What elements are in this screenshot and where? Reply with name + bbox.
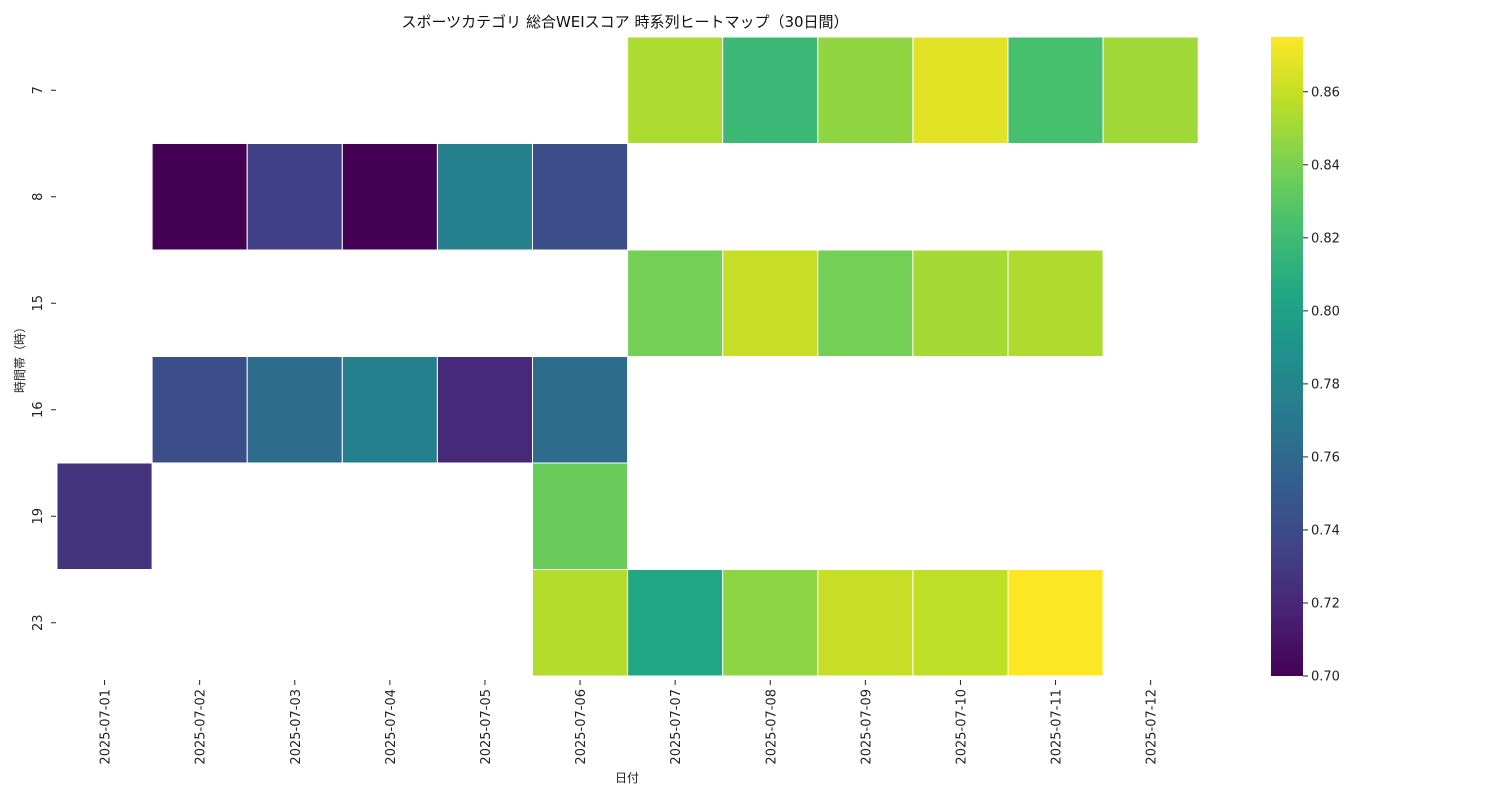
x-tick-label: 2025-07-03: [289, 689, 304, 765]
x-tick-label: 2025-07-07: [669, 689, 684, 765]
heatmap-cell: [341, 356, 438, 464]
heatmap-cell: [246, 356, 343, 464]
heatmap-cell: [817, 36, 914, 144]
y-tick-label: 19: [31, 508, 46, 525]
y-axis-ticks: 7 8 15 16 19 23: [31, 86, 56, 631]
x-tick-label: 2025-07-05: [479, 689, 494, 765]
heatmap-cell: [436, 143, 533, 251]
colorbar-tick-label: 0.76: [1311, 450, 1340, 465]
heatmap-cell: [1007, 569, 1104, 677]
heatmap-cell: [532, 143, 629, 251]
y-tick-label: 7: [31, 86, 46, 94]
y-tick-label: 15: [31, 295, 46, 312]
colorbar-tick-label: 0.84: [1311, 158, 1340, 173]
heatmap-cell: [56, 462, 153, 570]
colorbar-tick-label: 0.74: [1311, 523, 1340, 538]
x-tick-label: 2025-07-08: [764, 689, 779, 765]
y-tick-label: 8: [31, 193, 46, 201]
colorbar: [1271, 37, 1303, 676]
heatmap-cell: [151, 356, 248, 464]
heatmap-cells: [56, 36, 1199, 677]
x-tick-label: 2025-07-09: [859, 689, 874, 765]
y-axis-label: 時間帯（時）: [13, 321, 27, 393]
heatmap-cell: [532, 356, 629, 464]
x-tick-label: 2025-07-01: [99, 689, 114, 765]
heatmap-cell: [722, 36, 819, 144]
heatmap-cell: [912, 569, 1009, 677]
heatmap-cell: [912, 36, 1009, 144]
heatmap-cell: [246, 143, 343, 251]
x-tick-label: 2025-07-06: [574, 689, 589, 765]
x-tick-label: 2025-07-10: [954, 689, 969, 765]
heatmap-cell: [532, 462, 629, 570]
heatmap-cell: [722, 569, 819, 677]
heatmap-cell: [627, 36, 724, 144]
x-tick-label: 2025-07-04: [384, 689, 399, 765]
heatmap-cell: [1007, 249, 1104, 357]
x-tick-label: 2025-07-12: [1145, 689, 1160, 765]
colorbar-tick-label: 0.80: [1311, 304, 1340, 319]
colorbar-tick-label: 0.72: [1311, 596, 1340, 611]
heatmap-cell: [627, 249, 724, 357]
colorbar-tick-label: 0.86: [1311, 85, 1340, 100]
chart-title: スポーツカテゴリ 総合WEIスコア 時系列ヒートマップ（30日間）: [401, 13, 848, 31]
heatmap-cell: [1102, 36, 1199, 144]
heatmap-cell: [627, 569, 724, 677]
x-axis-ticks: 2025-07-01 2025-07-02 2025-07-03 2025-07-04…: [99, 680, 1160, 765]
heatmap-cell: [817, 569, 914, 677]
heatmap-cell: [341, 143, 438, 251]
colorbar-tick-label: 0.70: [1311, 670, 1340, 685]
heatmap-cell: [722, 249, 819, 357]
x-tick-label: 2025-07-11: [1050, 689, 1065, 765]
y-tick-label: 16: [31, 401, 46, 418]
x-axis-label: 日付: [615, 771, 639, 785]
heatmap-cell: [151, 143, 248, 251]
y-tick-label: 23: [31, 614, 46, 631]
colorbar-tick-label: 0.78: [1311, 377, 1340, 392]
heatmap-cell: [532, 569, 629, 677]
colorbar-tick-label: 0.82: [1311, 231, 1340, 246]
heatmap-cell: [1007, 36, 1104, 144]
colorbar-ticks: 0.70 0.72 0.74 0.76 0.78 0.80 0.82 0.84 0.86: [1303, 85, 1340, 685]
heatmap-cell: [912, 249, 1009, 357]
heatmap-cell: [817, 249, 914, 357]
heatmap-cell: [436, 356, 533, 464]
x-tick-label: 2025-07-02: [194, 689, 209, 765]
